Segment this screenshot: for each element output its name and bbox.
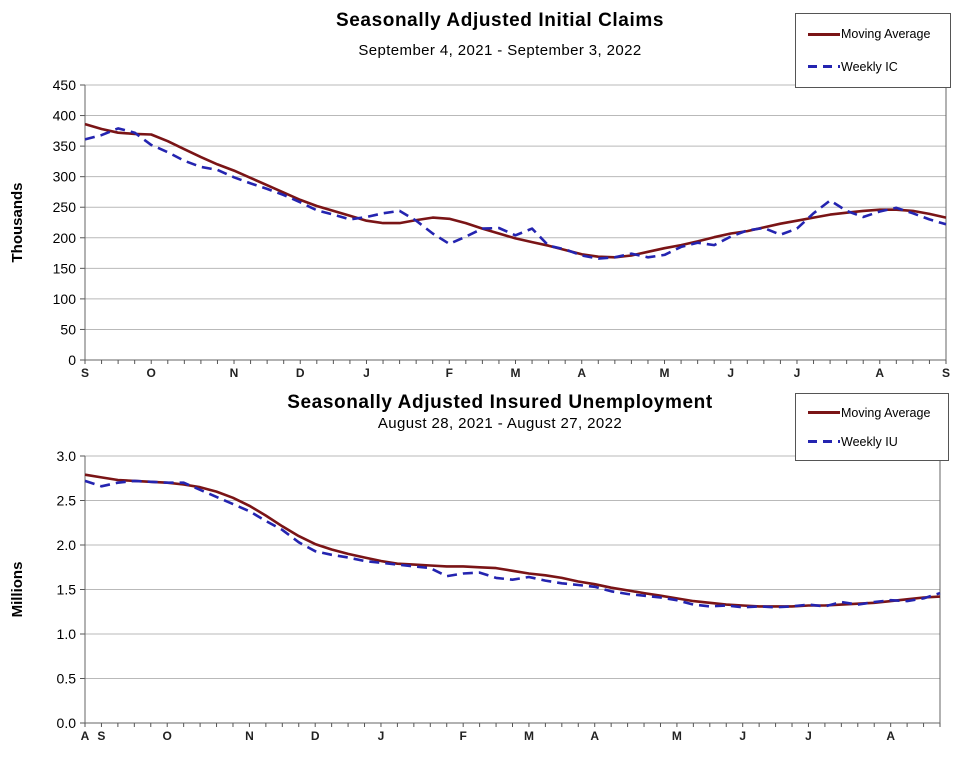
- legend-item-weekly-iu: Weekly IU: [808, 435, 944, 449]
- initial-claims-plot-area: 0 50 100 150 200 250 300 350 400 450 S O N D J F M A M J J A S…: [9, 77, 950, 380]
- moving-average-line: [84, 122, 947, 259]
- y-tick-label: 350: [53, 138, 77, 154]
- y-tick-label: 0: [68, 352, 76, 368]
- y-tick-label: 0.5: [57, 671, 77, 687]
- legend-item-moving-average: Moving Average: [808, 27, 946, 41]
- weekly-iu-line-sample: [808, 440, 840, 443]
- moving-average-line-sample: [808, 411, 840, 414]
- chart-subtitle: August 28, 2021 - August 27, 2022: [377, 415, 623, 432]
- legend: Moving Average Weekly IC: [795, 13, 951, 88]
- y-axis-title: Millions: [9, 562, 26, 618]
- y-tick-label: 300: [53, 169, 77, 185]
- x-month-label: A: [590, 729, 599, 743]
- legend-label-weekly-ic: Weekly IC: [841, 59, 898, 74]
- y-tick-label: 150: [53, 260, 77, 276]
- x-month-label: A: [875, 366, 884, 380]
- x-month-label: O: [163, 729, 172, 743]
- y-tick-label: 100: [53, 291, 77, 307]
- x-month-label: M: [660, 366, 670, 380]
- moving-average-line-sample: [808, 32, 840, 36]
- x-month-label: S: [81, 366, 89, 380]
- x-month-label: A: [577, 366, 586, 380]
- x-month-label: A: [886, 729, 895, 743]
- x-month-label: A: [81, 729, 90, 743]
- legend-label-moving-average: Moving Average: [841, 27, 931, 42]
- x-month-label: M: [511, 366, 521, 380]
- y-tick-label: 50: [60, 321, 76, 337]
- weekly-iu-line: [84, 479, 941, 609]
- y-tick-label: 1.5: [57, 582, 77, 598]
- weekly-ic-line: [84, 127, 947, 260]
- chart-title: Seasonally Adjusted Insured Unemployment: [287, 392, 713, 413]
- x-month-label: N: [245, 729, 254, 743]
- legend-label-weekly-iu: Weekly IU: [841, 434, 898, 449]
- x-month-label: S: [942, 366, 950, 380]
- initial-claims-chart: 0 50 100 150 200 250 300 350 400 450 S O N D J F M A M J J A S…: [9, 10, 951, 380]
- legend: Moving Average Weekly IU: [795, 393, 949, 461]
- y-tick-label: 3.0: [57, 448, 77, 464]
- x-month-label: J: [727, 366, 734, 380]
- x-month-label: M: [672, 729, 682, 743]
- y-tick-label: 2.0: [57, 537, 77, 553]
- x-month-label: D: [296, 366, 305, 380]
- x-month-label: S: [97, 729, 105, 743]
- x-month-label: O: [147, 366, 156, 380]
- x-month-label: J: [739, 729, 746, 743]
- x-month-label: D: [311, 729, 320, 743]
- chart-title: Seasonally Adjusted Initial Claims: [335, 10, 664, 31]
- y-tick-label: 200: [53, 230, 77, 246]
- weekly-ic-line-sample: [808, 65, 840, 69]
- x-month-label: J: [378, 729, 385, 743]
- insured-unemployment-plot-area: 0.00.51.01.52.02.53.0A S O N D J F M A M J J AMillio…: [9, 448, 941, 743]
- y-tick-label: 0.0: [57, 715, 77, 731]
- x-month-label: J: [805, 729, 812, 743]
- y-tick-label: 250: [53, 199, 77, 215]
- y-tick-label: 2.5: [57, 493, 77, 509]
- x-month-label: J: [794, 366, 801, 380]
- x-month-label: N: [230, 366, 239, 380]
- x-month-label: F: [446, 366, 453, 380]
- chart-subtitle: September 4, 2021 - September 3, 2022: [358, 42, 642, 59]
- legend-label-moving-average: Moving Average: [841, 405, 931, 420]
- legend-item-moving-average: Moving Average: [808, 406, 944, 420]
- insured-unemployment-chart: 0.0 0.5 1.0 1.5 2.0 2.5 3.0 A S O N D J F M A M J J A Millio…: [0, 388, 965, 760]
- y-axis-title: Thousands: [9, 182, 26, 262]
- y-tick-label: 450: [53, 77, 77, 93]
- x-month-label: J: [363, 366, 370, 380]
- x-month-label: F: [460, 729, 467, 743]
- y-tick-label: 1.0: [57, 626, 77, 642]
- y-tick-label: 400: [53, 108, 77, 124]
- x-month-label: M: [524, 729, 534, 743]
- legend-item-weekly-ic: Weekly IC: [808, 60, 946, 74]
